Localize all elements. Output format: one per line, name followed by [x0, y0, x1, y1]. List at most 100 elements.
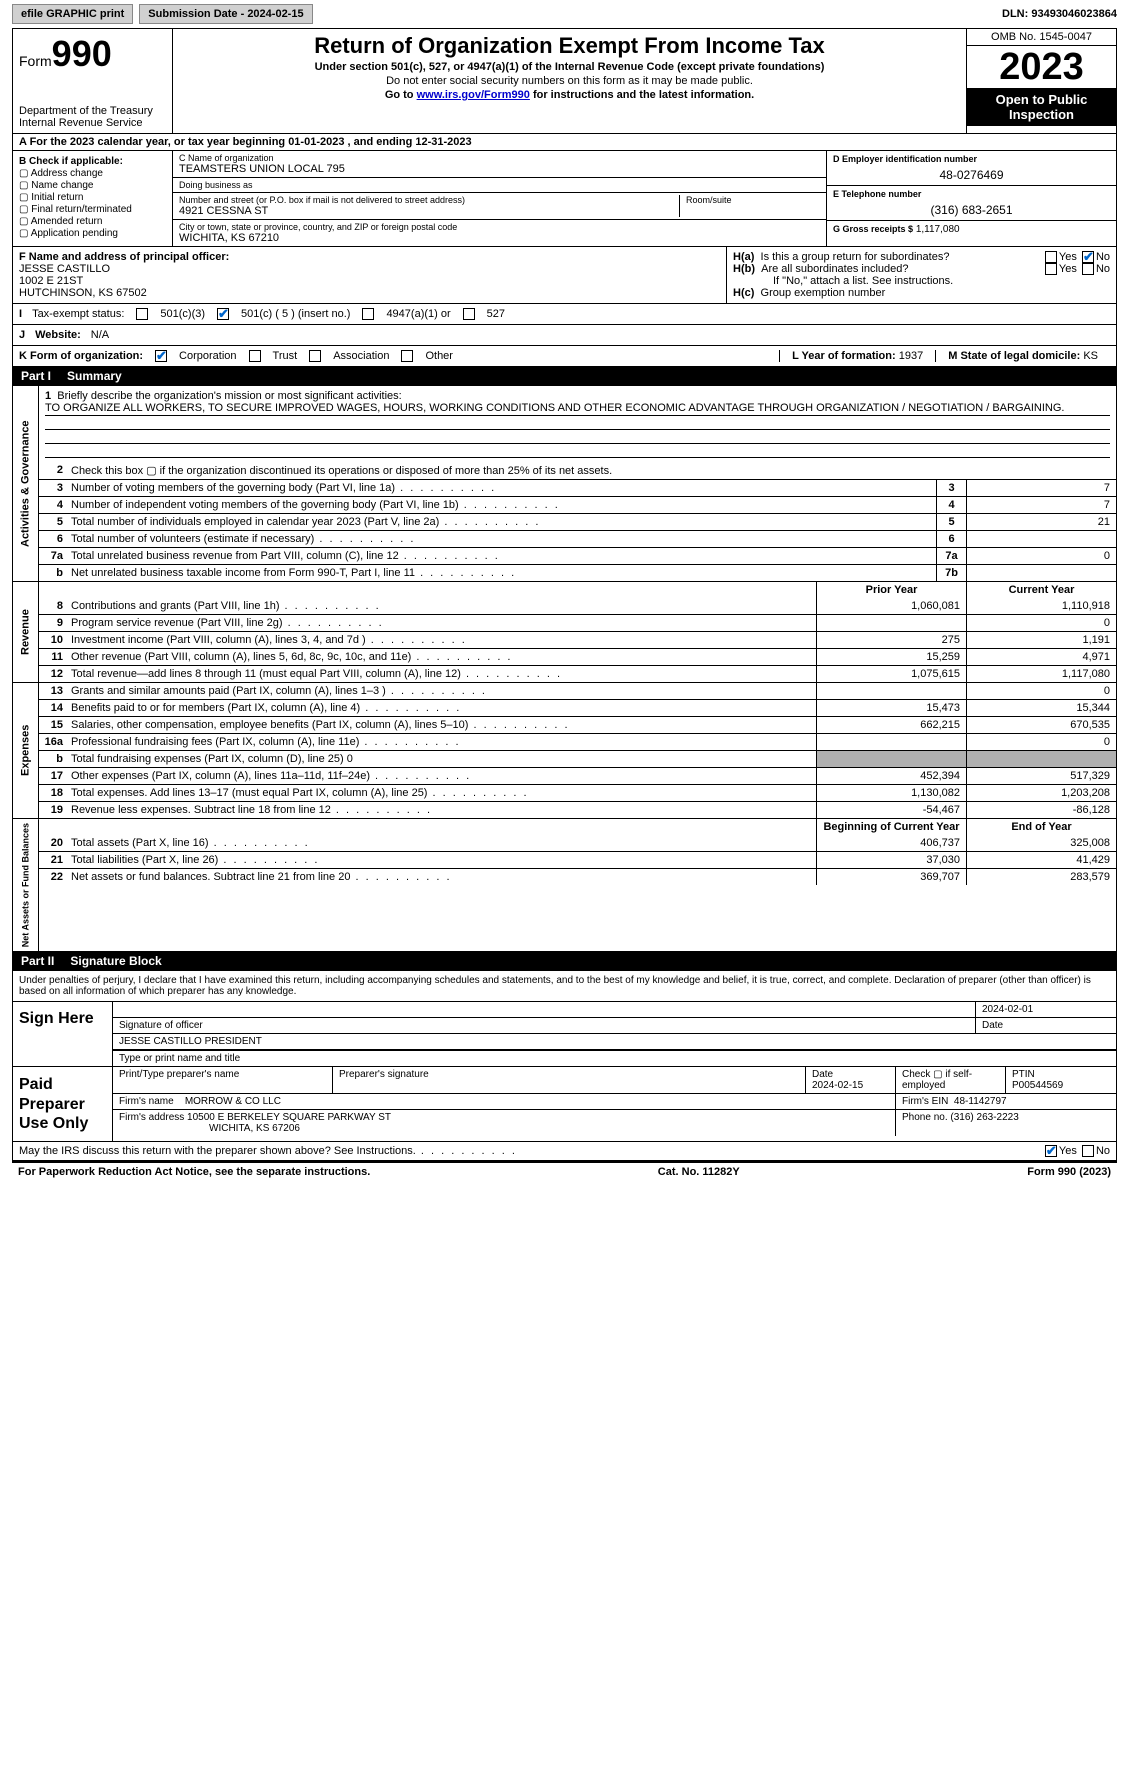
city-value: WICHITA, KS 67210: [179, 232, 820, 244]
gov-line: 4Number of independent voting members of…: [39, 496, 1116, 513]
chk-527[interactable]: [463, 308, 475, 320]
irs-label: Internal Revenue Service: [19, 117, 166, 129]
topbar: efile GRAPHIC print Submission Date - 20…: [12, 0, 1117, 29]
footer-right: Form 990 (2023): [1027, 1166, 1111, 1178]
prior-year-header: Prior Year: [816, 582, 966, 598]
sign-date: 2024-02-01: [976, 1002, 1116, 1017]
chk-final-return[interactable]: Final return/terminated: [19, 204, 166, 215]
open-to-public: Open to Public Inspection: [967, 88, 1116, 126]
revenue-line: 8Contributions and grants (Part VIII, li…: [39, 598, 1116, 614]
officer-name: JESSE CASTILLO: [19, 263, 720, 275]
omb-number: OMB No. 1545-0047: [967, 29, 1116, 46]
expense-line: 15Salaries, other compensation, employee…: [39, 716, 1116, 733]
firm-name: MORROW & CO LLC: [185, 1096, 281, 1107]
paid-preparer-label: Paid Preparer Use Only: [13, 1067, 113, 1141]
chk-corporation[interactable]: [155, 350, 167, 362]
chk-initial-return[interactable]: Initial return: [19, 192, 166, 203]
mission-label: Briefly describe the organization's miss…: [57, 390, 401, 402]
ha-yesno: Yes No: [1043, 251, 1110, 263]
chk-trust[interactable]: [249, 350, 261, 362]
ha-no-checkbox[interactable]: [1082, 251, 1094, 263]
net-assets-line: 22Net assets or fund balances. Subtract …: [39, 868, 1116, 885]
efile-graphic-print-button[interactable]: efile GRAPHIC print: [12, 4, 133, 24]
gross-value: 1,117,080: [916, 224, 960, 235]
chk-501c3[interactable]: [136, 308, 148, 320]
revenue-section: Revenue Prior Year Current Year 8Contrib…: [12, 582, 1117, 683]
org-name: TEAMSTERS UNION LOCAL 795: [179, 163, 820, 175]
ein-label: D Employer identification number: [833, 154, 1110, 164]
signature-intro: Under penalties of perjury, I declare th…: [12, 971, 1117, 1002]
hb-yesno: Yes No: [1043, 263, 1110, 275]
firm-phone: (316) 263-2223: [950, 1112, 1018, 1123]
discuss-no-checkbox[interactable]: [1082, 1145, 1094, 1157]
officer-addr1: 1002 E 21ST: [19, 275, 720, 287]
form-label: Form: [19, 53, 52, 69]
gov-line: 6Total number of volunteers (estimate if…: [39, 530, 1116, 547]
part-i-header: Part I Summary: [12, 367, 1117, 386]
sign-date-label: Date: [976, 1018, 1116, 1033]
dln: DLN: 93493046023864: [1002, 8, 1117, 20]
expense-line: 18Total expenses. Add lines 13–17 (must …: [39, 784, 1116, 801]
chk-association[interactable]: [309, 350, 321, 362]
street-value: 4921 CESSNA ST: [179, 205, 673, 217]
form-subtitle-3: Go to www.irs.gov/Form990 for instructio…: [181, 89, 958, 101]
expense-line: 16aProfessional fundraising fees (Part I…: [39, 733, 1116, 750]
chk-name-change[interactable]: Name change: [19, 180, 166, 191]
ha-yes-checkbox[interactable]: [1045, 251, 1057, 263]
revenue-line: 12Total revenue—add lines 8 through 11 (…: [39, 665, 1116, 682]
footer-left: For Paperwork Reduction Act Notice, see …: [18, 1166, 370, 1178]
chk-amended-return[interactable]: Amended return: [19, 216, 166, 227]
firm-addr2: WICHITA, KS 67206: [119, 1123, 300, 1134]
ptin-value: P00544569: [1012, 1080, 1063, 1091]
part-ii-header: Part II Signature Block: [12, 952, 1117, 971]
ha-label: Is this a group return for subordinates?: [761, 251, 950, 263]
hb-no-checkbox[interactable]: [1082, 263, 1094, 275]
discuss-row: May the IRS discuss this return with the…: [12, 1142, 1117, 1161]
hb-note: If "No," attach a list. See instructions…: [733, 275, 1110, 287]
chk-application-pending[interactable]: Application pending: [19, 228, 166, 239]
hc-label: Group exemption number: [761, 287, 886, 299]
header-info-block: B Check if applicable: Address change Na…: [12, 151, 1117, 247]
gov-line: 5Total number of individuals employed in…: [39, 513, 1116, 530]
expense-line: bTotal fundraising expenses (Part IX, co…: [39, 750, 1116, 767]
year-formation-label: L Year of formation:: [792, 350, 896, 362]
submission-date: Submission Date - 2024-02-15: [139, 4, 312, 24]
officer-group-block: F Name and address of principal officer:…: [12, 247, 1117, 304]
sig-officer-label: Signature of officer: [113, 1018, 976, 1033]
room-suite-label: Room/suite: [680, 195, 820, 217]
website-label: Website:: [35, 329, 81, 341]
expense-line: 17Other expenses (Part IX, column (A), l…: [39, 767, 1116, 784]
hb-yes-checkbox[interactable]: [1045, 263, 1057, 275]
paid-preparer-block: Paid Preparer Use Only Print/Type prepar…: [12, 1067, 1117, 1142]
vlabel-revenue: Revenue: [13, 582, 39, 682]
discuss-yes-checkbox[interactable]: [1045, 1145, 1057, 1157]
discuss-text: May the IRS discuss this return with the…: [19, 1145, 517, 1157]
phone-value: (316) 683-2651: [833, 203, 1110, 217]
chk-4947[interactable]: [362, 308, 374, 320]
form-header: Form990 Department of the Treasury Inter…: [12, 29, 1117, 134]
net-assets-line: 21Total liabilities (Part X, line 26)37,…: [39, 851, 1116, 868]
firm-ein: 48-1142797: [954, 1096, 1007, 1107]
net-assets-section: Net Assets or Fund Balances Beginning of…: [12, 819, 1117, 952]
chk-501c[interactable]: [217, 308, 229, 320]
sign-here-label: Sign Here: [13, 1002, 113, 1066]
form-title: Return of Organization Exempt From Incom…: [181, 33, 958, 59]
phone-label: E Telephone number: [833, 189, 1110, 199]
sign-here-block: Sign Here 2024-02-01 Signature of office…: [12, 1002, 1117, 1067]
vlabel-net-assets: Net Assets or Fund Balances: [13, 819, 39, 951]
revenue-line: 10Investment income (Part VIII, column (…: [39, 631, 1116, 648]
chk-other[interactable]: [401, 350, 413, 362]
end-year-header: End of Year: [966, 819, 1116, 835]
city-label: City or town, state or province, country…: [179, 222, 820, 232]
firm-addr1: 10500 E BERKELEY SQUARE PARKWAY ST: [187, 1112, 391, 1123]
form-number: 990: [52, 33, 112, 74]
officer-name-title: JESSE CASTILLO PRESIDENT: [113, 1034, 1116, 1050]
vlabel-expenses: Expenses: [13, 683, 39, 818]
expenses-section: Expenses 13Grants and similar amounts pa…: [12, 683, 1117, 819]
irs-link[interactable]: www.irs.gov/Form990: [417, 89, 530, 101]
chk-address-change[interactable]: Address change: [19, 168, 166, 179]
row-a-tax-year: A For the 2023 calendar year, or tax yea…: [12, 134, 1117, 151]
ein-value: 48-0276469: [833, 168, 1110, 182]
gov-line: bNet unrelated business taxable income f…: [39, 564, 1116, 581]
preparer-date: 2024-02-15: [812, 1080, 863, 1091]
